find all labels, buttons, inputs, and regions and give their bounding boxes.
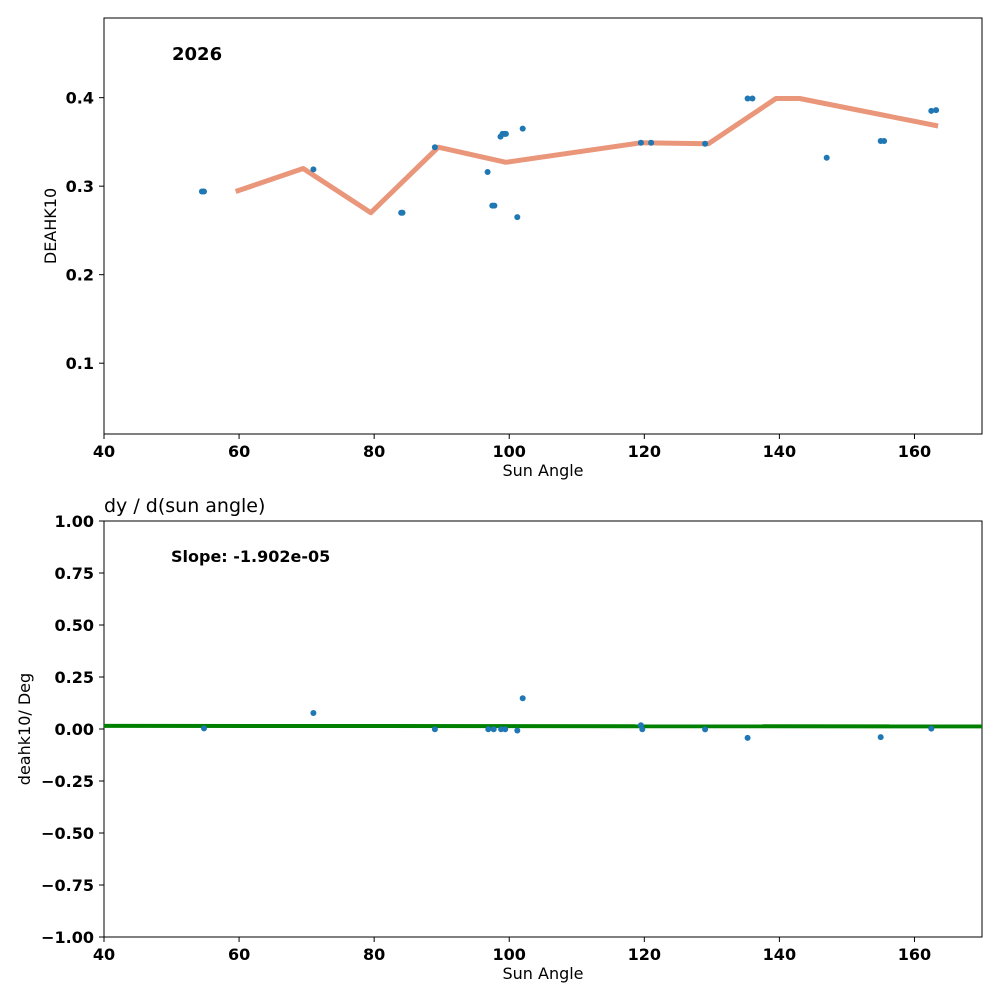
data-point [637,139,644,146]
data-point [310,166,317,173]
year-annotation: 2026 [172,44,222,65]
y-axis-label: DEAHK10 [41,188,60,264]
y-tick-label: 0.00 [55,720,94,739]
x-ticks: 40 60 80 100 120 140 160 [93,937,931,964]
trend-line [234,96,939,216]
y-tick-label: 0.75 [55,564,94,583]
x-tick-label: 60 [228,442,250,461]
data-point [490,726,497,733]
marks [103,695,983,741]
data-point [928,725,935,732]
data-point [702,140,709,147]
data-point [399,209,406,216]
x-ticks: 40 60 80 100 120 140 160 [93,434,931,461]
x-tick-label: 40 [93,945,115,964]
data-point [431,726,438,733]
data-point [823,154,830,161]
y-tick-label: 0.3 [66,177,94,196]
data-point [749,95,756,102]
y-tick-label: 0.25 [55,668,94,687]
data-point [519,695,526,702]
panel-title: dy / d(sun angle) [104,495,265,517]
data-point [744,734,751,741]
data-point [201,188,207,195]
data-point [877,734,884,741]
y-tick-label: 1.00 [55,512,94,531]
x-tick-label: 100 [493,945,526,964]
marks [198,95,940,221]
x-tick-label: 60 [228,945,250,964]
x-tick-label: 120 [628,442,661,461]
deahk10-panel: 2026 Sun Angle DEAHK10 40 60 80 100 120 140 16… [41,17,983,480]
x-tick-label: 80 [363,442,385,461]
data-point [702,726,709,733]
data-point [881,138,888,144]
y-tick-label: 0.4 [66,89,94,108]
data-point [498,726,505,733]
data-point [484,169,491,175]
x-axis-label: Sun Angle [502,461,583,480]
y-tick-label: −1.00 [41,928,94,947]
x-tick-label: 160 [898,442,931,461]
y-tick-label: 0.50 [55,616,94,635]
y-ticks: 0.1 0.2 0.3 0.4 [66,89,104,373]
data-point [201,725,207,732]
y-tick-label: −0.25 [41,772,94,791]
y-axis-label: deahk10/ Deg [15,673,34,785]
data-point [491,202,498,209]
y-tick-label: 0.1 [66,354,94,373]
x-tick-label: 160 [898,945,931,964]
y-tick-label: −0.75 [41,876,94,895]
x-axis-label: Sun Angle [502,964,583,983]
plot-frame [103,520,983,938]
slope-panel: dy / d(sun angle) Slope: -1.902e-05 Sun … [15,495,983,983]
data-point [744,95,751,102]
x-tick-label: 140 [763,945,796,964]
data-point [933,107,940,114]
data-point [431,144,438,151]
data-point [639,726,646,733]
data-point [519,125,526,132]
x-tick-label: 100 [493,442,526,461]
slope-annotation: Slope: -1.902e-05 [171,547,330,566]
y-tick-label: −0.50 [41,824,94,843]
data-point [514,727,521,734]
x-tick-label: 120 [628,945,661,964]
data-point [485,726,492,733]
data-point [502,130,509,137]
y-ticks: −1.00 −0.75 −0.50 −0.25 0.00 0.25 0.50 0.75 1.00 [41,512,104,947]
data-point [514,214,521,221]
data-point [648,139,655,146]
fit-line [103,723,983,729]
y-tick-label: 0.2 [66,266,94,285]
plot-frame [103,17,983,435]
data-point [928,107,935,114]
data-point [310,710,317,716]
x-tick-label: 140 [763,442,796,461]
data-point [502,726,509,733]
x-tick-label: 80 [363,945,385,964]
x-tick-label: 40 [93,442,115,461]
